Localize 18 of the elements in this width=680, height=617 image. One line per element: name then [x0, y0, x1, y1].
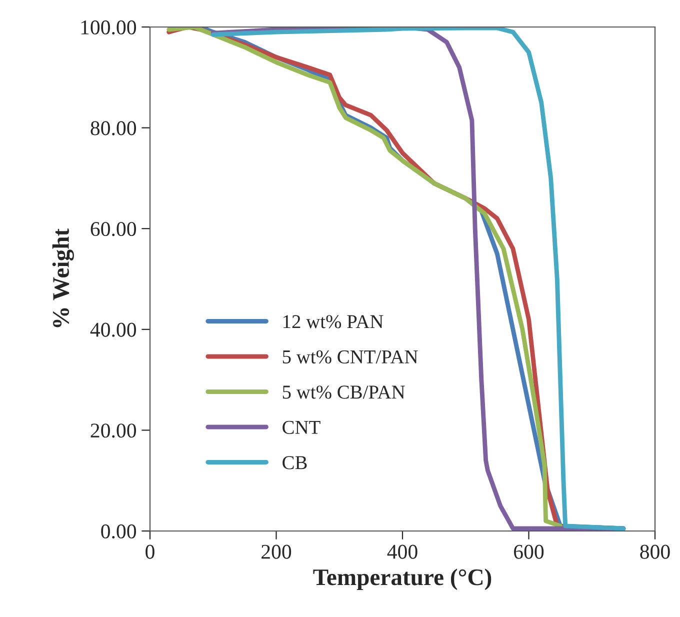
x-tick-label: 400 — [387, 544, 418, 559]
y-tick-label: 0.00 — [101, 524, 136, 539]
x-tick-label: 200 — [262, 544, 292, 559]
y-axis-title: % Weight — [52, 228, 74, 328]
legend-label: 5 wt% CNT/PAN — [282, 350, 418, 364]
x-tick-label: 800 — [640, 544, 670, 559]
y-tick-label: 40.00 — [90, 322, 136, 337]
y-tick-label: 60.00 — [90, 222, 136, 236]
x-tick-label: 600 — [514, 544, 544, 559]
legend-label: CB — [282, 456, 307, 470]
y-tick-label: 100.00 — [81, 20, 136, 35]
legend-label: CNT — [282, 420, 320, 434]
x-axis-title: Temperature (°C) — [313, 568, 492, 590]
legend-label: 12 wt% PAN — [284, 315, 384, 328]
x-tick-label: 0 — [146, 544, 154, 559]
y-tick-label: 80.00 — [90, 121, 136, 136]
y-tick-label: 20.00 — [90, 424, 136, 438]
legend-label: 5 wt% CB/PAN — [282, 386, 405, 399]
